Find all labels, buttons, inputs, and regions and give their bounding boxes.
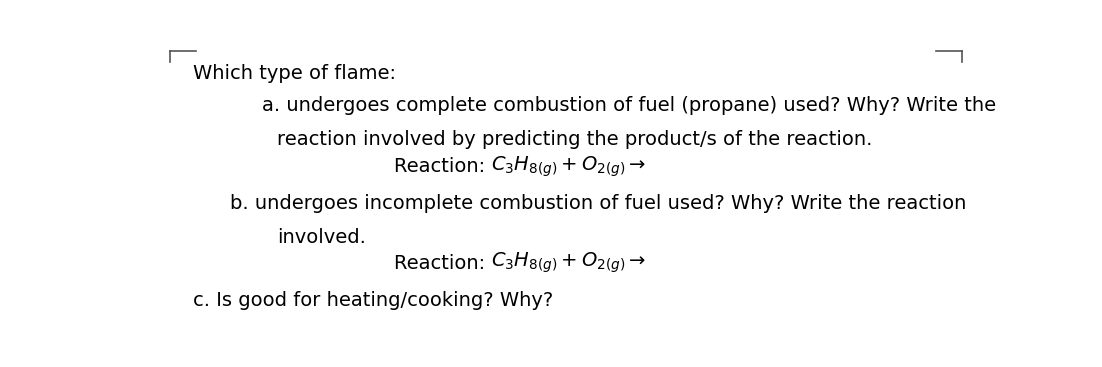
Text: c. Is good for heating/cooking? Why?: c. Is good for heating/cooking? Why? [193,291,553,310]
Text: Which type of flame:: Which type of flame: [193,64,397,83]
Text: a. undergoes complete combustion of fuel (propane) used? Why? Write the: a. undergoes complete combustion of fuel… [261,96,996,115]
Text: Reaction:: Reaction: [395,157,491,177]
Text: reaction involved by predicting the product/s of the reaction.: reaction involved by predicting the prod… [277,130,873,149]
Text: Reaction:: Reaction: [395,254,491,273]
Text: b. undergoes incomplete combustion of fuel used? Why? Write the reaction: b. undergoes incomplete combustion of fu… [230,194,966,213]
Text: involved.: involved. [277,228,366,247]
Text: $C_3H_{8(g)} + O_{2(g)} \rightarrow$: $C_3H_{8(g)} + O_{2(g)} \rightarrow$ [491,251,647,275]
Text: $C_3H_{8(g)} + O_{2(g)} \rightarrow$: $C_3H_{8(g)} + O_{2(g)} \rightarrow$ [491,155,647,179]
